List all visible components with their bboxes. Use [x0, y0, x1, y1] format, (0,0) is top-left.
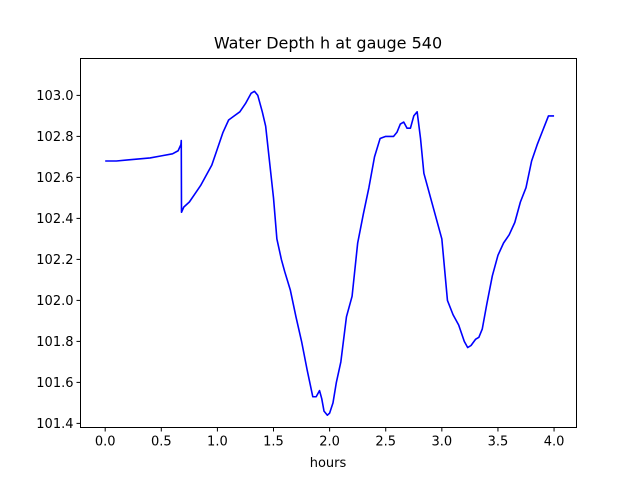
x-tick-label: 0.0 [95, 435, 116, 450]
x-axis: 0.0 0.5 1.0 1.5 2.0 2.5 3.0 3.5 4.0 [95, 427, 565, 450]
x-axis-label: hours [310, 456, 347, 471]
y-axis: 101.4 101.6 101.8 102.0 102.2 102.4 102.6 102.8… [36, 89, 81, 432]
y-tick-label: 102.4 [36, 212, 73, 227]
y-tick-label: 102.2 [36, 253, 73, 268]
series-line-0 [105, 90, 555, 416]
y-tick-label: 101.6 [36, 376, 73, 391]
y-tick-label: 102.6 [36, 171, 73, 186]
x-tick-label: 3.5 [488, 435, 509, 450]
x-tick-label: 3.0 [431, 435, 452, 450]
plot-area-frame [80, 58, 577, 428]
y-tick-label: 101.8 [36, 335, 73, 350]
x-tick-label: 1.0 [207, 435, 228, 450]
y-tick-label: 103.0 [36, 89, 73, 104]
series-line-group [105, 90, 555, 416]
x-tick-label: 1.5 [263, 435, 284, 450]
y-tick-label: 101.4 [36, 417, 73, 432]
chart-title: Water Depth h at gauge 540 [214, 34, 442, 53]
x-tick-label: 2.0 [319, 435, 340, 450]
y-tick-label: 102.0 [36, 294, 73, 309]
y-tick-label: 102.8 [36, 130, 73, 145]
x-tick-label: 2.5 [375, 435, 396, 450]
x-tick-label: 0.5 [151, 435, 172, 450]
x-tick-label: 4.0 [544, 435, 565, 450]
